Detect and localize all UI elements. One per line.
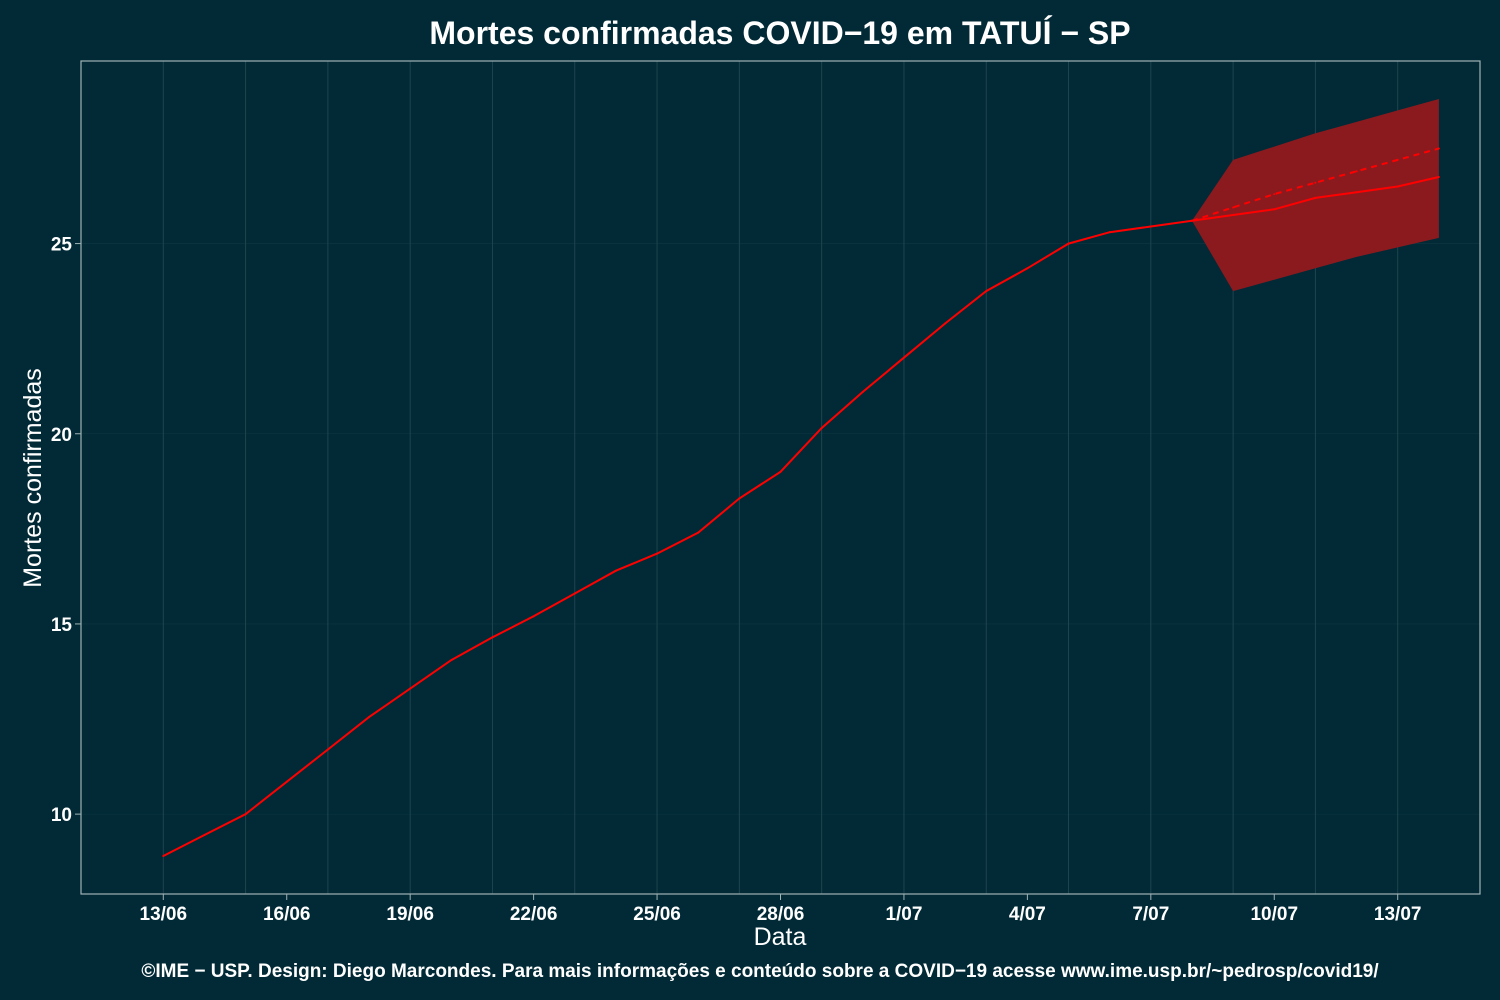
- x-tick-label: 10/07: [1250, 904, 1298, 925]
- data-point: [1232, 214, 1235, 217]
- x-tick-label: 4/07: [1009, 904, 1046, 925]
- data-point: [820, 427, 823, 430]
- x-tick-label: 19/06: [386, 904, 434, 925]
- y-tick-label: 25: [51, 235, 73, 256]
- data-point: [1437, 176, 1440, 179]
- data-point: [1355, 191, 1358, 194]
- x-tick-label: 28/06: [757, 904, 805, 925]
- y-tick-label: 20: [51, 425, 72, 446]
- x-tick-label: 16/06: [263, 904, 311, 925]
- data-point: [409, 687, 412, 690]
- x-axis: 13/06 16/06 19/06 22/06 25/06 28/06 1/07 4/07 7/…: [140, 894, 1422, 925]
- series-line-observed: [162, 176, 1440, 857]
- x-tick-label: 25/06: [633, 904, 681, 925]
- data-point: [1190, 219, 1193, 222]
- x-tick-label: 1/07: [885, 904, 922, 925]
- data-point: [779, 470, 782, 473]
- data-point: [902, 356, 905, 359]
- x-tick-label: 7/07: [1132, 904, 1169, 925]
- data-point: [368, 716, 371, 719]
- data-point: [697, 531, 700, 534]
- data-point: [285, 780, 288, 783]
- data-point: [1232, 206, 1235, 209]
- data-point: [1067, 242, 1070, 245]
- x-tick-label: 13/07: [1374, 904, 1422, 925]
- data-point: [1149, 225, 1152, 228]
- confidence-band: [1192, 99, 1439, 292]
- data-point: [450, 659, 453, 662]
- y-tick-label: 10: [51, 805, 72, 826]
- data-point: [1437, 147, 1440, 150]
- data-point: [203, 834, 206, 837]
- caption: ©IME − USP. Design: Diego Marcondes. Par…: [141, 961, 1379, 982]
- data-point: [1314, 196, 1317, 199]
- data-point: [532, 615, 535, 618]
- data-point: [573, 592, 576, 595]
- data-point: [1396, 185, 1399, 188]
- data-point: [326, 748, 329, 751]
- y-tick-label: 15: [51, 615, 73, 636]
- data-point: [738, 497, 741, 500]
- y-axis-title: Mortes confirmadas: [19, 368, 47, 588]
- y-axis: 10 15 20 25: [51, 235, 81, 826]
- data-point: [944, 322, 947, 325]
- data-point: [1355, 170, 1358, 173]
- series-group: [162, 147, 1440, 857]
- data-point: [162, 854, 165, 857]
- data-point: [656, 552, 659, 555]
- data-point: [1396, 158, 1399, 161]
- x-tick-label: 13/06: [140, 904, 188, 925]
- data-point: [985, 290, 988, 293]
- data-point: [1273, 193, 1276, 196]
- chart-title: Mortes confirmadas COVID−19 em TATUÍ − S…: [429, 15, 1130, 51]
- data-point: [861, 390, 864, 393]
- x-axis-title: Data: [754, 923, 807, 951]
- data-point: [1314, 181, 1317, 184]
- data-point: [1108, 231, 1111, 234]
- confidence-band-group: [1192, 99, 1439, 292]
- x-tick-label: 22/06: [510, 904, 558, 925]
- data-point: [1026, 267, 1029, 270]
- data-point: [614, 569, 617, 572]
- data-point: [244, 813, 247, 816]
- data-point: [491, 636, 494, 639]
- data-point: [1273, 208, 1276, 211]
